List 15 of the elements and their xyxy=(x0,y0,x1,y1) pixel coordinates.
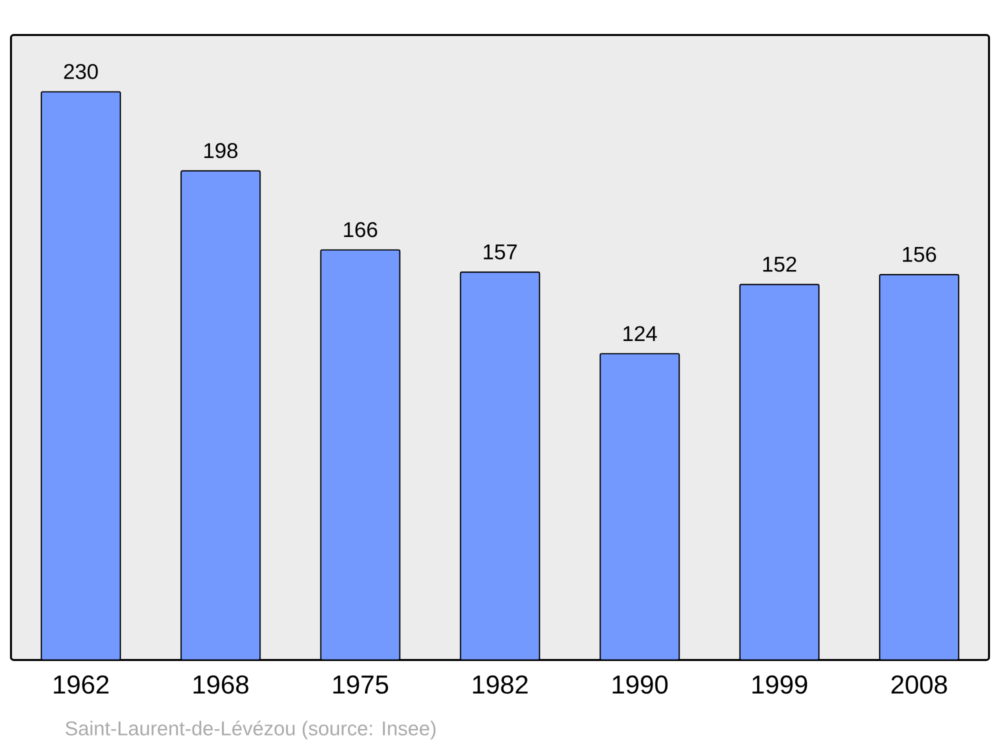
data-label: 157 xyxy=(484,244,517,260)
x-tick-label: 1999 xyxy=(752,675,808,694)
data-label: 230 xyxy=(64,64,98,80)
data-label: 156 xyxy=(902,246,936,262)
data-label: 124 xyxy=(624,326,657,341)
data-label: 152 xyxy=(763,256,796,272)
text: Saint-Laurent-de-Lévézou (source: Insee) xyxy=(66,720,436,740)
x-tick-label: 1990 xyxy=(612,675,668,694)
x-tick-label: 2008 xyxy=(892,675,947,694)
x-tick-label: 1975 xyxy=(333,675,388,694)
data-label: 198 xyxy=(204,143,238,158)
x-tick-label: 1982 xyxy=(473,675,528,694)
x-tick-label: 1962 xyxy=(54,675,108,694)
data-label: 166 xyxy=(344,222,378,238)
x-tick-label: 1968 xyxy=(194,675,248,694)
